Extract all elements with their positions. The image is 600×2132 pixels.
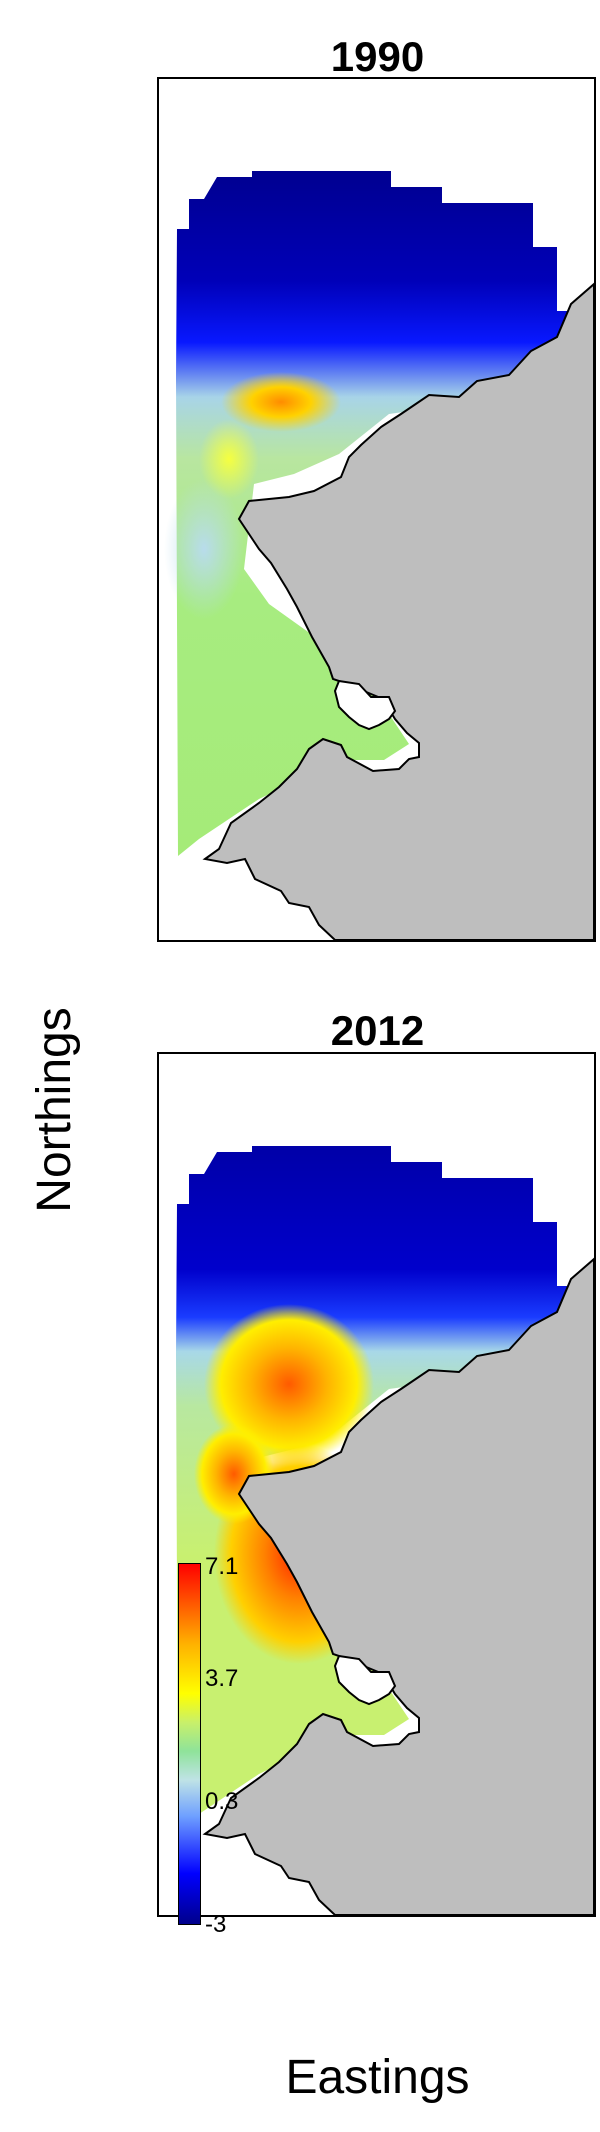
- estuary-inlet-2012: [333, 1654, 397, 1706]
- sea-field-1990: [176, 171, 569, 856]
- map-1990: [164, 171, 594, 940]
- legend-label-min: -3: [205, 1911, 227, 1938]
- y-axis-label: Northings: [28, 1007, 81, 1213]
- map-panel-2012: [157, 1052, 596, 1917]
- legend-label-lower-mid: 0.3: [205, 1788, 239, 1815]
- map-2012: [176, 1146, 594, 1915]
- panel-title-1990: 1990: [330, 33, 425, 80]
- legend-label-upper-mid: 3.7: [205, 1665, 239, 1692]
- legend-label-max: 7.1: [205, 1553, 239, 1580]
- map-panel-1990: [157, 77, 596, 942]
- estuary-inlet-1990: [333, 679, 397, 731]
- x-axis-label: Eastings: [285, 2051, 470, 2104]
- panel-title-2012: 2012: [330, 1007, 425, 1054]
- color-scale-bar: [178, 1563, 201, 1925]
